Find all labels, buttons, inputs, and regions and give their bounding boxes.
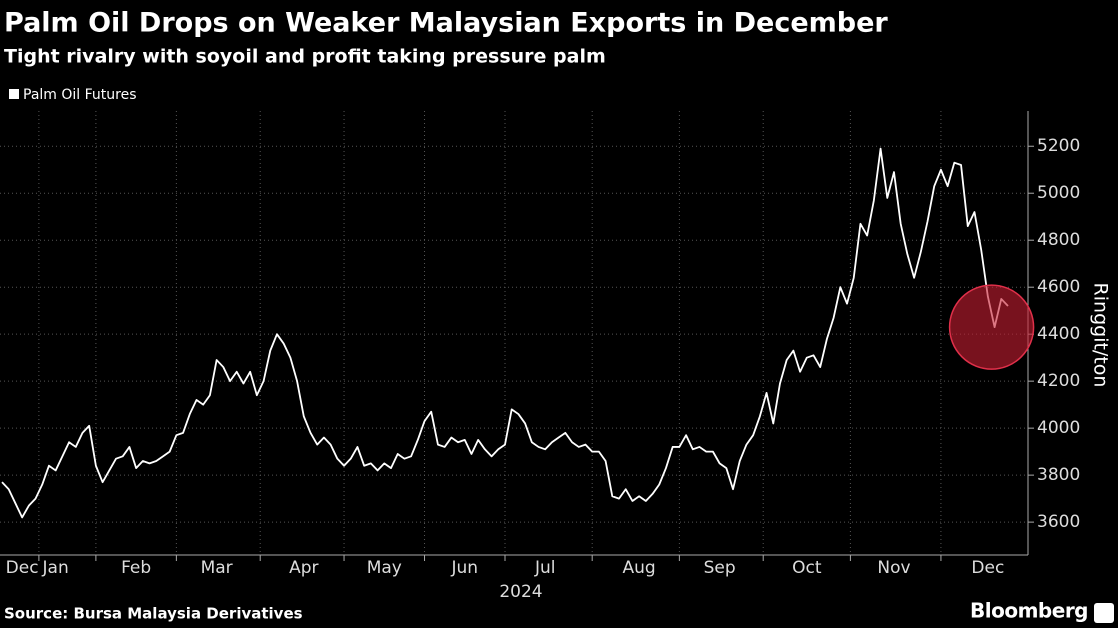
x-tick-label: Sep: [704, 558, 736, 578]
chart-subtitle: Tight rivalry with soyoil and profit tak…: [4, 46, 606, 68]
y-tick-label: 4200: [1037, 371, 1080, 391]
x-axis-label: 2024: [499, 582, 542, 602]
y-tick-label: 4600: [1037, 277, 1080, 297]
y-axis-label: Ringgit/ton: [1090, 283, 1112, 388]
x-tick-label: Aug: [623, 558, 656, 578]
x-tick-label: Oct: [792, 558, 822, 578]
highlight-circle: [948, 284, 1035, 370]
x-tick-label: Mar: [201, 558, 233, 578]
legend-swatch: [9, 89, 19, 99]
data-line: [1, 147, 1009, 519]
y-tick-label: 4000: [1037, 418, 1080, 438]
x-tick-label: Dec: [971, 558, 1004, 578]
y-tick-label: 3800: [1037, 465, 1080, 485]
x-tick-label: May: [367, 558, 402, 578]
source: Source: Bursa Malaysia Derivatives: [4, 605, 303, 623]
x-tick-label: Jun: [450, 558, 478, 578]
y-tick-label: 4800: [1037, 230, 1080, 250]
legend-label: Palm Oil Futures: [23, 87, 137, 103]
x-tick-label: Feb: [121, 558, 151, 578]
x-tick-label: Nov: [877, 558, 910, 578]
y-tick-label: 4400: [1037, 324, 1080, 344]
x-tick-label: Apr: [289, 558, 318, 578]
x-tick-label: Dec: [6, 558, 39, 578]
x-tick-label: Jan: [42, 558, 69, 578]
y-tick-label: 5000: [1037, 183, 1080, 203]
y-tick-label: 3600: [1037, 512, 1080, 532]
brand-logo: [1094, 603, 1114, 623]
chart-title: Palm Oil Drops on Weaker Malaysian Expor…: [4, 8, 888, 39]
x-tick-label: Jul: [534, 558, 556, 578]
y-tick-label: 5200: [1037, 136, 1080, 156]
brand: Bloomberg: [970, 599, 1088, 623]
